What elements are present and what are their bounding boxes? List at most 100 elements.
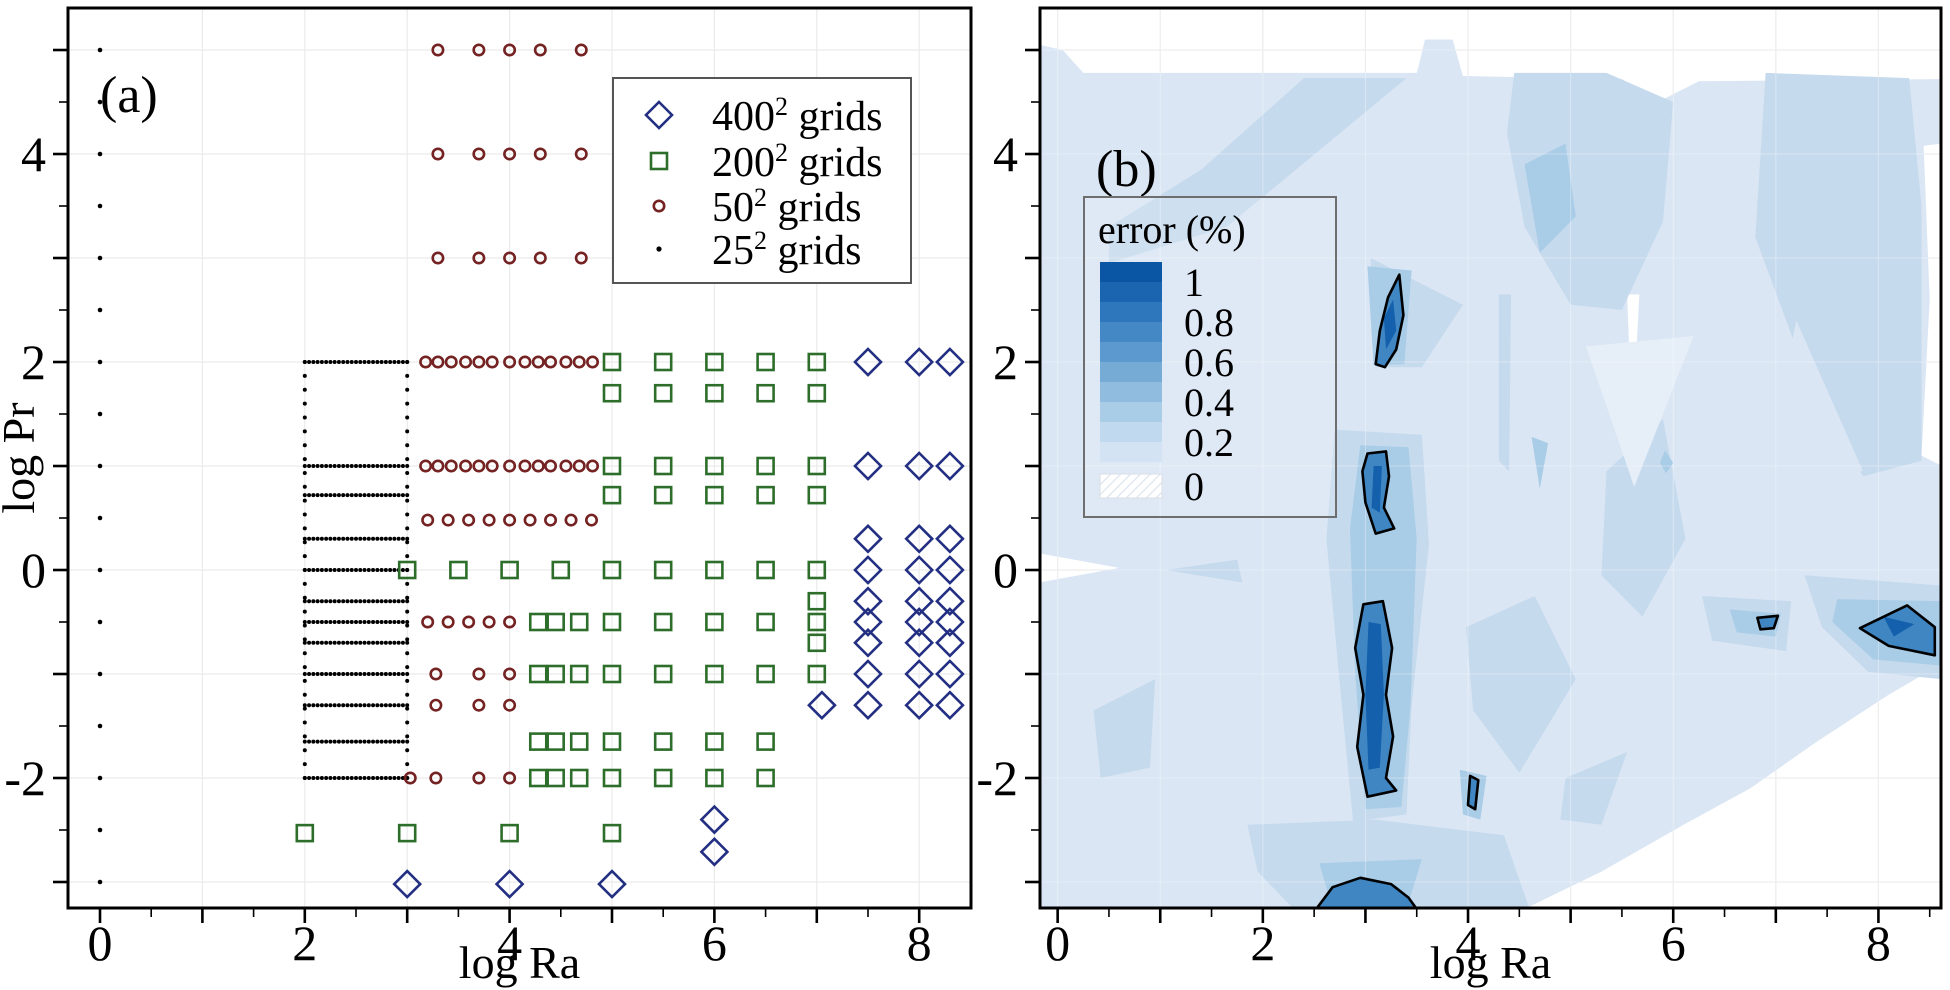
dot-marker xyxy=(388,672,393,677)
dot-marker xyxy=(328,739,333,744)
panel-b-grid-faint xyxy=(1040,8,1941,908)
contour-region-level2 xyxy=(1498,294,1512,472)
dot-marker xyxy=(375,620,380,625)
x-tick-label: 0 xyxy=(87,915,112,971)
dot-marker xyxy=(324,739,329,744)
dot-marker xyxy=(97,567,103,573)
dot-marker xyxy=(302,637,307,642)
dot-marker xyxy=(302,720,307,725)
x-tick-label: 8 xyxy=(907,915,932,971)
diamond-marker xyxy=(853,659,883,689)
square-marker xyxy=(653,456,673,476)
dot-marker xyxy=(341,739,346,744)
dot-marker xyxy=(307,360,312,365)
dot-marker xyxy=(358,776,363,781)
circle-marker xyxy=(429,771,443,785)
dot-marker xyxy=(362,599,367,604)
square-icon xyxy=(649,151,669,171)
dot-marker xyxy=(307,703,312,708)
circle-marker xyxy=(419,355,433,369)
dot-marker xyxy=(307,536,312,541)
dot-marker xyxy=(332,464,337,469)
dot-marker xyxy=(396,599,401,604)
dot-marker xyxy=(383,599,388,604)
dot-marker xyxy=(328,536,333,541)
circle-marker xyxy=(586,459,600,473)
panel_a-frame xyxy=(66,6,973,910)
dot-marker xyxy=(349,620,354,625)
dot-marker xyxy=(349,493,354,498)
legend-item-label: 2002 grids xyxy=(712,138,883,186)
dot-marker xyxy=(349,464,354,469)
diamond-marker xyxy=(853,555,883,585)
circle-marker xyxy=(403,771,417,785)
dot-marker xyxy=(345,703,350,708)
dot-marker xyxy=(336,360,341,365)
dot-marker xyxy=(405,464,410,469)
dot-marker xyxy=(311,599,316,604)
circle-marker xyxy=(441,513,455,527)
dot-marker xyxy=(302,706,307,711)
diamond-marker xyxy=(494,869,525,899)
square-marker xyxy=(807,456,827,476)
circle-marker xyxy=(531,355,545,369)
dot-marker xyxy=(375,776,380,781)
dot-marker xyxy=(336,536,341,541)
dot-marker xyxy=(302,623,307,628)
dot-marker xyxy=(353,776,358,781)
dot-marker xyxy=(302,536,307,541)
circle-marker xyxy=(431,251,445,265)
dot-marker xyxy=(341,360,346,365)
dot-marker xyxy=(396,493,401,498)
dot-marker xyxy=(362,360,367,365)
dot-marker xyxy=(328,599,333,604)
dot-marker xyxy=(332,620,337,625)
dot-marker xyxy=(328,464,333,469)
dot-marker xyxy=(396,739,401,744)
circle-marker xyxy=(544,513,558,527)
dot-marker xyxy=(358,640,363,645)
dot-marker xyxy=(379,568,384,573)
square-marker xyxy=(705,383,724,403)
dot-marker xyxy=(336,620,341,625)
square-marker xyxy=(528,612,548,632)
circle-marker xyxy=(503,698,517,712)
dot-marker xyxy=(302,581,307,586)
blob-bottom-outline xyxy=(1315,876,1418,908)
dot-marker xyxy=(302,609,307,614)
circle-marker xyxy=(572,459,586,473)
dot-marker xyxy=(311,640,316,645)
square-marker xyxy=(756,352,775,372)
dot-marker xyxy=(302,678,307,683)
blob-long-core xyxy=(1365,622,1384,770)
circle-marker xyxy=(503,251,517,265)
dot-marker xyxy=(405,640,410,645)
colorbar-band xyxy=(1100,282,1162,302)
colorbar-band xyxy=(1100,422,1162,442)
circle-marker xyxy=(523,513,537,527)
dot-marker xyxy=(405,620,410,625)
y-tick-label: 2 xyxy=(21,334,46,390)
dot-marker xyxy=(405,651,410,656)
diamond-marker xyxy=(853,690,883,721)
dot-marker xyxy=(336,568,341,573)
blob-long-outline xyxy=(1353,599,1398,799)
dot-marker xyxy=(315,536,320,541)
dot-marker xyxy=(388,776,393,781)
square-marker xyxy=(756,456,775,476)
square-marker xyxy=(653,768,673,788)
dot-icon xyxy=(656,246,662,252)
dot-marker xyxy=(315,360,320,365)
dot-marker xyxy=(379,776,384,781)
contour-region-level2 xyxy=(1093,679,1156,778)
dot-marker xyxy=(388,599,393,604)
square-marker xyxy=(756,485,775,505)
dot-marker xyxy=(375,739,380,744)
dot-marker xyxy=(371,776,376,781)
dot-marker xyxy=(405,493,410,498)
dot-marker xyxy=(353,640,358,645)
dot-marker xyxy=(324,536,329,541)
dot-marker xyxy=(324,703,329,708)
dot-marker xyxy=(349,672,354,677)
diamond-marker xyxy=(699,837,730,867)
